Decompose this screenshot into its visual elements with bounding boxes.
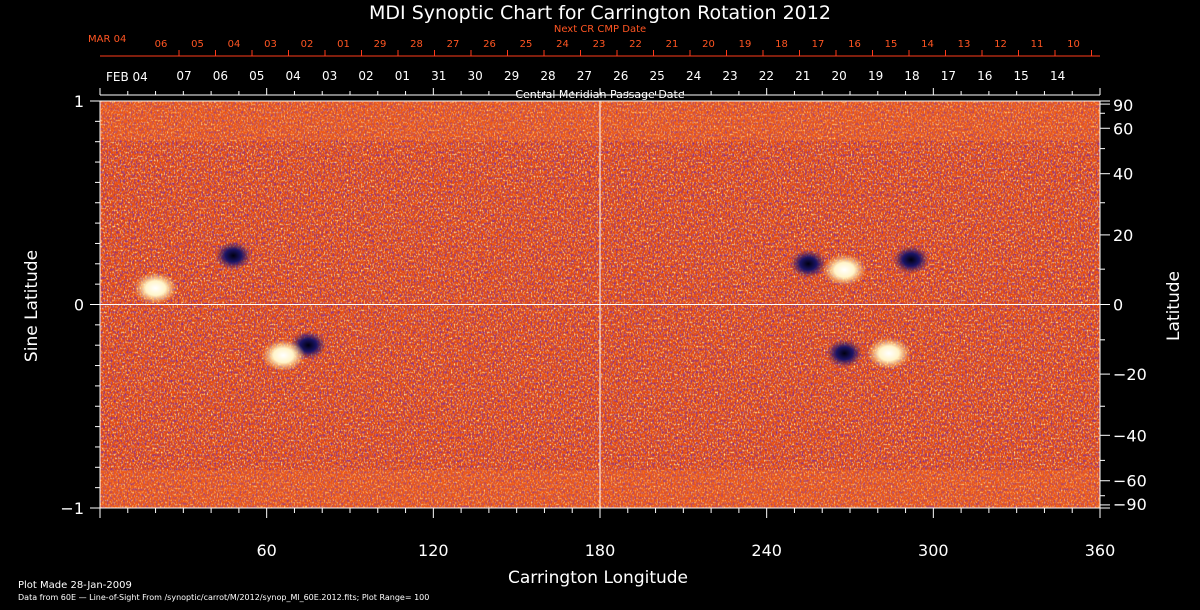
cmp-date-label: 14 <box>1050 69 1065 83</box>
next-cr-date-label: 13 <box>958 39 971 50</box>
next-cr-date-label: 18 <box>775 39 788 50</box>
next-cr-axis-label: Next CR CMP Date <box>554 24 646 35</box>
y-right-tick-label: −20 <box>1113 365 1147 384</box>
next-cr-date-label: 10 <box>1067 39 1080 50</box>
cmp-date-axis: FEB 04 Central Meridian Passage Date 07 0… <box>100 69 1100 101</box>
y-axis-sine-latitude: 1 0 −1 <box>60 92 100 518</box>
cmp-date-label: 30 <box>468 69 483 83</box>
y-right-tick-label: 40 <box>1113 165 1133 184</box>
next-cr-date-label: 15 <box>885 39 898 50</box>
x-tick-label: 60 <box>256 541 276 560</box>
next-cr-date-label: 06 <box>155 39 168 50</box>
cmp-date-label: 20 <box>832 69 847 83</box>
cmp-date-label: 26 <box>613 69 628 83</box>
y-left-tick-label: 0 <box>74 296 84 315</box>
next-cr-date-label: 19 <box>739 39 752 50</box>
y-right-tick-label: 20 <box>1113 226 1133 245</box>
negative-polarity-region <box>790 249 827 278</box>
cmp-date-label: 06 <box>213 69 228 83</box>
negative-polarity-region <box>893 245 930 274</box>
cmp-date-label: 19 <box>868 69 883 83</box>
next-cr-date-label: 02 <box>301 39 314 50</box>
next-cr-date-label: 23 <box>593 39 606 50</box>
negative-polarity-region <box>215 241 252 270</box>
next-cr-date-label: 20 <box>702 39 715 50</box>
cmp-date-label: 18 <box>904 69 919 83</box>
positive-polarity-region <box>261 339 306 372</box>
next-cr-axis: Next CR CMP Date MAR 04 06 05 04 03 02 01 29 28… <box>88 24 1100 57</box>
cmp-date-label: 16 <box>977 69 992 83</box>
next-cr-date-label: 03 <box>264 39 277 50</box>
next-cr-date-label: 14 <box>921 39 934 50</box>
cmp-date-label: 22 <box>759 69 774 83</box>
next-cr-date-label: 04 <box>228 39 241 50</box>
cmp-date-label: 31 <box>431 69 446 83</box>
y-right-tick-label: 60 <box>1113 119 1133 138</box>
y-right-tick-label: −60 <box>1113 472 1147 491</box>
y-left-tick-label: 1 <box>74 92 84 111</box>
cmp-date-label: 05 <box>249 69 264 83</box>
next-cr-date-label: 16 <box>848 39 861 50</box>
cmp-date-label: 23 <box>722 69 737 83</box>
next-cr-date-label: 28 <box>410 39 423 50</box>
y-right-tick-label: −90 <box>1113 495 1147 514</box>
cmp-start-label: FEB 04 <box>106 70 148 84</box>
positive-polarity-region <box>133 272 178 305</box>
y-right-tick-label: −40 <box>1113 426 1147 445</box>
y-axis-latitude: 90 60 40 20 0 −20 −40 −60 −90 <box>1100 96 1147 514</box>
x-tick-label: 180 <box>585 541 616 560</box>
cmp-date-label: 02 <box>358 69 373 83</box>
x-tick-label: 240 <box>751 541 782 560</box>
cmp-date-label: 03 <box>322 69 337 83</box>
x-tick-label: 360 <box>1085 541 1116 560</box>
y-left-tick-label: −1 <box>60 499 84 518</box>
x-axis: 60 120 180 240 300 360 <box>99 88 1116 560</box>
cmp-date-label: 15 <box>1014 69 1029 83</box>
cmp-date-label: 29 <box>504 69 519 83</box>
positive-polarity-region <box>822 253 867 286</box>
plot-made-note: Plot Made 28-Jan-2009 <box>18 580 132 591</box>
negative-polarity-region <box>826 339 863 368</box>
next-cr-date-label: 01 <box>337 39 350 50</box>
cmp-date-label: 24 <box>686 69 701 83</box>
cmp-date-label: 07 <box>176 69 191 83</box>
next-cr-start-label: MAR 04 <box>88 34 126 45</box>
next-cr-date-label: 24 <box>556 39 569 50</box>
next-cr-date-label: 11 <box>1031 39 1044 50</box>
next-cr-date-label: 27 <box>447 39 460 50</box>
cmp-date-label: 04 <box>286 69 301 83</box>
cmp-date-label: 25 <box>650 69 665 83</box>
cmp-date-label: 21 <box>795 69 810 83</box>
next-cr-date-label: 12 <box>994 39 1007 50</box>
next-cr-date-label: 26 <box>483 39 496 50</box>
cmp-date-label: 28 <box>540 69 555 83</box>
next-cr-date-label: 22 <box>629 39 642 50</box>
cmp-date-label: 17 <box>941 69 956 83</box>
next-cr-date-label: 29 <box>374 39 387 50</box>
x-tick-label: 120 <box>418 541 449 560</box>
next-cr-date-label: 25 <box>520 39 533 50</box>
y-axis-left-label: Sine Latitude <box>22 250 42 362</box>
y-right-tick-label: 0 <box>1113 296 1123 315</box>
positive-polarity-region <box>866 337 911 370</box>
next-cr-date-label: 05 <box>191 39 204 50</box>
x-tick-label: 300 <box>918 541 949 560</box>
next-cr-date-label: 17 <box>812 39 825 50</box>
data-source-note: Data from 60E — Line-of-Sight From /syno… <box>18 593 430 602</box>
chart-title: MDI Synoptic Chart for Carrington Rotati… <box>369 2 831 24</box>
next-cr-date-label: 21 <box>666 39 679 50</box>
y-right-tick-label: 90 <box>1113 96 1133 115</box>
cmp-date-label: 01 <box>395 69 410 83</box>
cmp-date-label: 27 <box>577 69 592 83</box>
y-axis-right-label: Latitude <box>1164 271 1184 341</box>
x-axis-label: Carrington Longitude <box>508 568 688 588</box>
